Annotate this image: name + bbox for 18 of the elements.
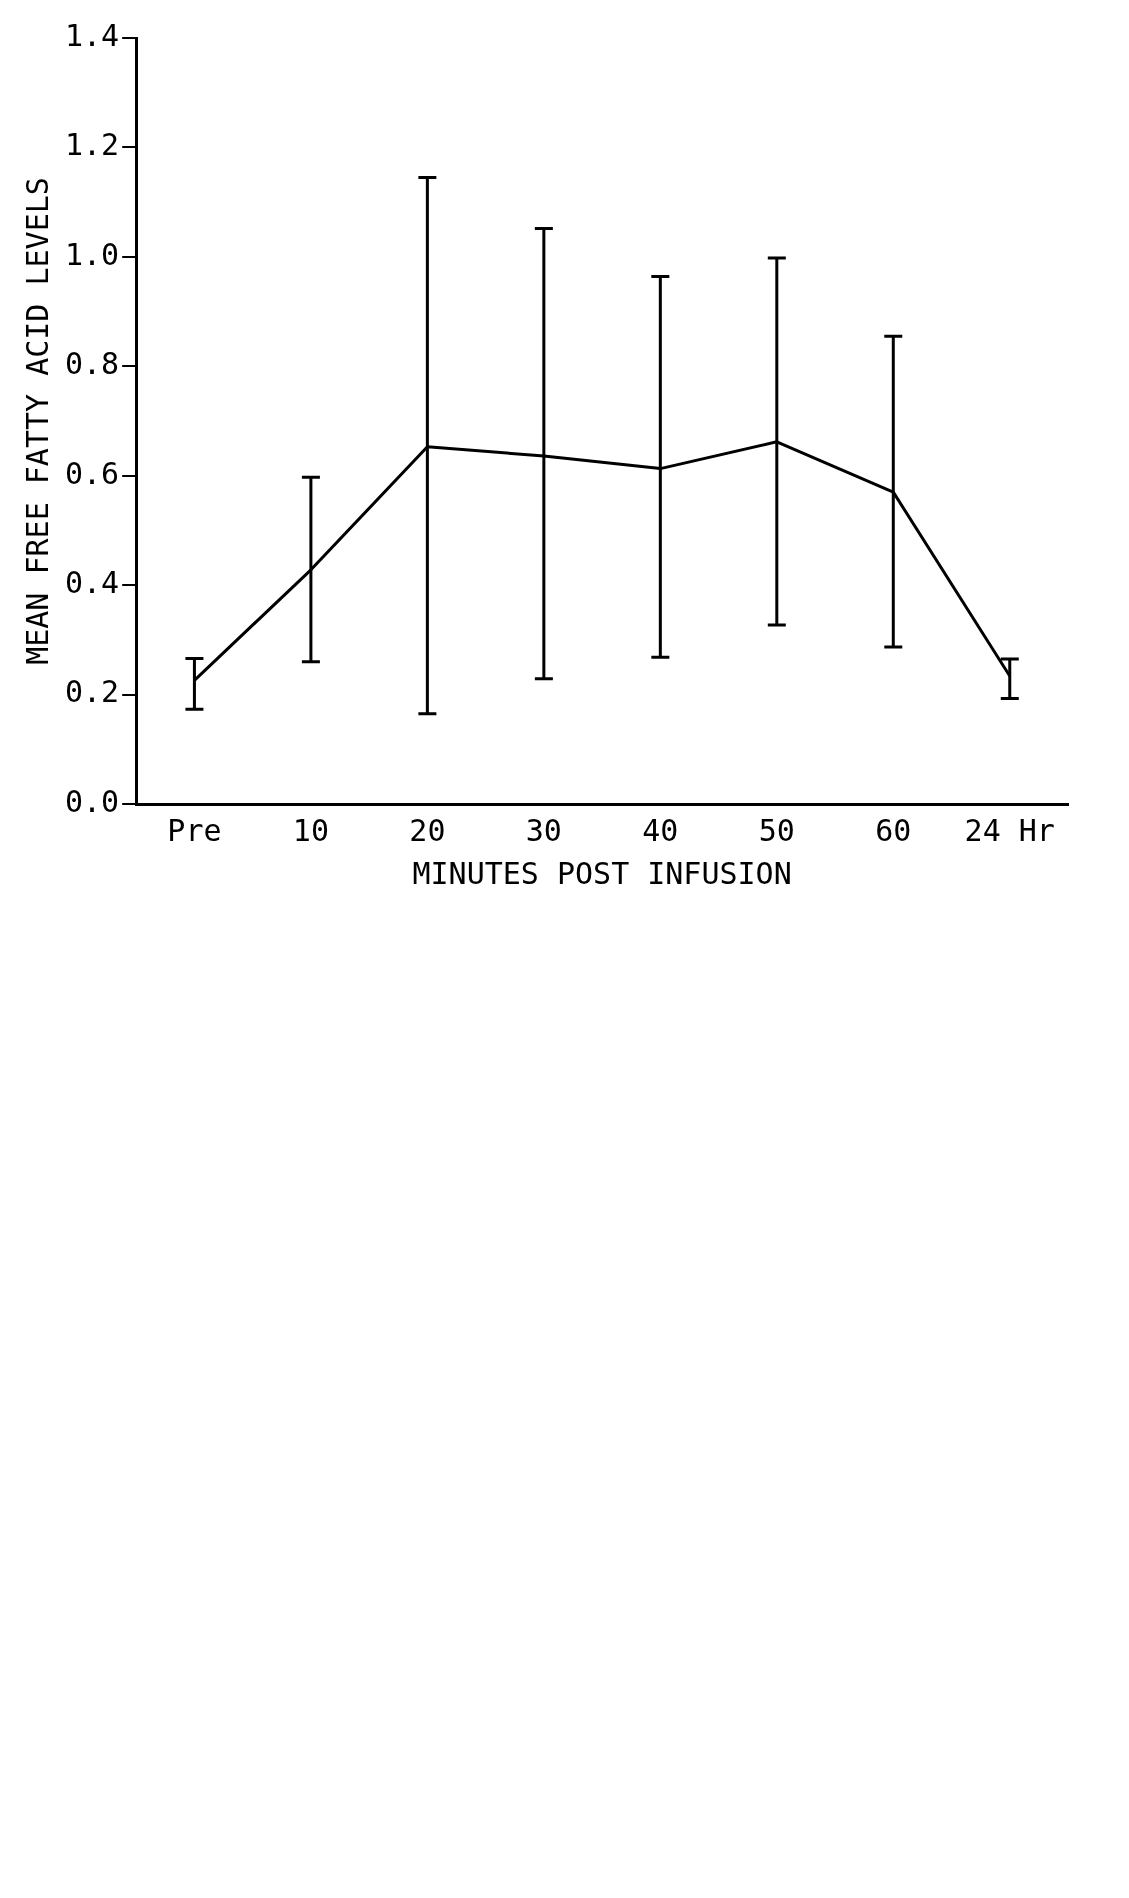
y-tick-label: 0.8 <box>65 346 120 382</box>
x-tick-label: 24 Hr <box>964 812 1055 848</box>
y-tick-label: 1.0 <box>65 236 120 272</box>
x-tick-label: 30 <box>525 812 562 848</box>
y-tick-label: 0.0 <box>65 783 120 819</box>
x-tick-label: 10 <box>292 812 329 848</box>
x-tick-label: 40 <box>642 812 679 848</box>
y-tick-label: 1.2 <box>65 127 120 163</box>
y-tick-label: 0.6 <box>65 455 120 491</box>
x-tick-label: 50 <box>758 812 795 848</box>
y-axis-title: MEAN FREE FATTY ACID LEVELS <box>19 177 55 665</box>
x-axis-title: MINUTES POST INFUSION <box>412 855 792 891</box>
x-tick-label: 60 <box>875 812 912 848</box>
y-tick-label: 1.4 <box>65 17 120 53</box>
x-tick-label: Pre <box>167 812 222 848</box>
y-tick-label: 0.4 <box>65 564 120 600</box>
x-tick-label: 20 <box>409 812 446 848</box>
y-tick-label: 0.2 <box>65 674 120 710</box>
